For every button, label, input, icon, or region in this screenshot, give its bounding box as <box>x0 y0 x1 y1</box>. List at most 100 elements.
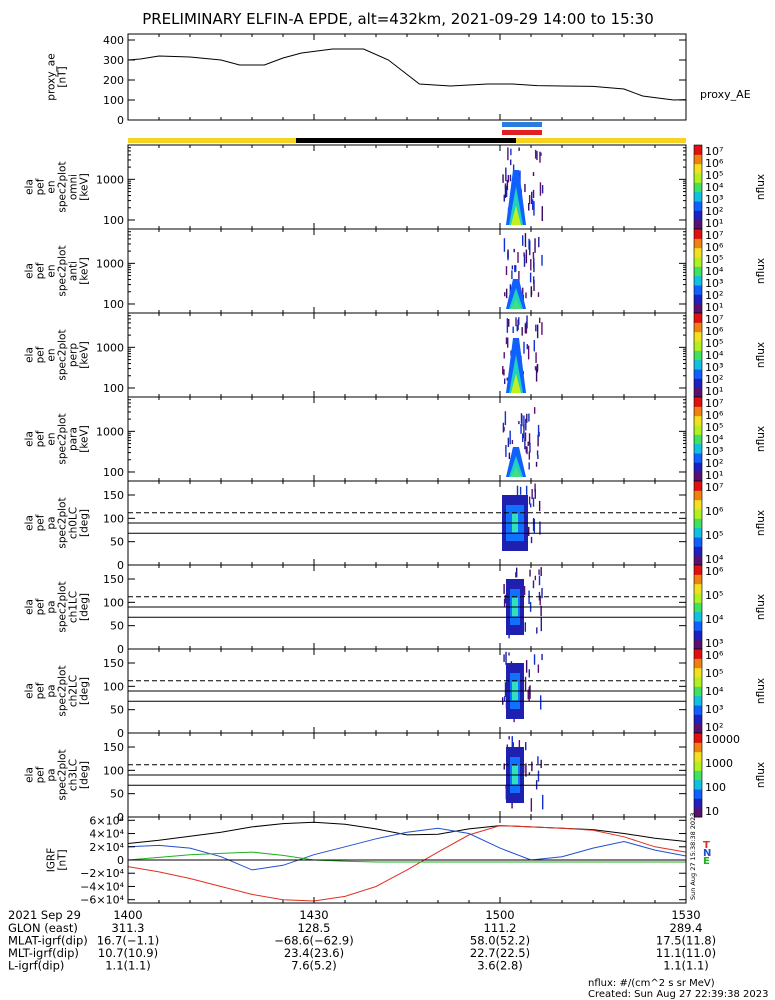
ylabel-4-4: para <box>68 427 80 451</box>
colorbar-seg-8-4 <box>694 770 702 781</box>
colorbar-seg-2-6 <box>694 247 702 258</box>
spec-streak-2-0 <box>513 248 515 253</box>
colorbar-seg-4-2 <box>694 453 702 463</box>
colorbar-seg-4-7 <box>694 406 702 417</box>
spec-streak-6-9 <box>532 580 535 589</box>
colorbar-seg-7-1 <box>694 714 702 725</box>
spec-streak-3-23 <box>535 352 537 363</box>
ylabel-5-0: ela <box>24 515 36 531</box>
colorbar-seg-4-4 <box>694 434 702 445</box>
ylabel-9-1: [nT] <box>57 849 69 870</box>
ylabel-2-1: pef <box>35 262 47 279</box>
ytick-label-4-1: 1000 <box>96 425 124 438</box>
spec-streak-4-32 <box>526 413 528 423</box>
colorbar-seg-1-6 <box>694 163 702 174</box>
spec-streak-2-21 <box>509 284 512 294</box>
spec-streak-4-24 <box>537 434 539 447</box>
colorbar-seg-1-7 <box>694 154 702 165</box>
spec-streak-4-29 <box>502 422 505 433</box>
spec-streak-3-11 <box>515 317 517 327</box>
ylabel-5-5: [deg] <box>79 509 91 537</box>
ylabel-7-1: pef <box>35 682 47 699</box>
spec-streak-3-0 <box>524 323 527 334</box>
spec-streak-2-31 <box>522 287 524 298</box>
ytick-label-4-0: 100 <box>103 466 124 479</box>
colorbar-seg-5-6 <box>694 499 702 510</box>
ylabel-5-4: ch0LC <box>68 507 80 539</box>
spec-streak-4-3 <box>533 407 536 414</box>
colorbar-seg-1-5 <box>694 173 702 183</box>
bar-day-2 <box>516 138 686 143</box>
colorbar-tick-7-0: 10² <box>705 721 723 734</box>
spec-streak-3-35 <box>502 366 504 375</box>
spec-streak-1-39 <box>504 183 507 189</box>
spec-streak-1-6 <box>534 149 537 159</box>
colorbar-seg-4-8 <box>694 397 702 407</box>
colorbar-tick-4-4: 10⁵ <box>705 421 723 434</box>
igrf-side-note: Sun Aug 27 15:38:38 2023 <box>689 813 697 900</box>
legend-igrf-1: N <box>703 848 711 859</box>
orbit-value-3-1: 7.6(5.2) <box>291 959 337 973</box>
spec-streak-6-11 <box>503 598 506 608</box>
colorbar-tick-4-5: 10⁶ <box>705 409 724 422</box>
spec-streak-2-7 <box>530 259 532 271</box>
spec-streak-7-18 <box>533 654 536 665</box>
ylabel-2-2: en <box>46 264 58 277</box>
colorbar-seg-6-0 <box>694 639 702 650</box>
colorbar-tick-1-2: 10³ <box>705 193 723 206</box>
colorbar-label-4: nflux <box>755 426 767 452</box>
spec-streak-2-16 <box>533 279 535 291</box>
spec-streak-2-11 <box>505 266 508 276</box>
spec-streak-5-24 <box>538 500 541 512</box>
spec-streak-1-2 <box>540 152 542 156</box>
colorbar-seg-8-7 <box>694 742 702 753</box>
colorbar-tick-2-0: 10¹ <box>705 301 723 314</box>
spec-streak-2-25 <box>529 240 531 256</box>
ytick-label-1-0: 100 <box>103 214 124 227</box>
ytick-label-5-1: 50 <box>110 536 124 549</box>
series-line-9-3 <box>127 851 686 863</box>
ytick-label-6-2: 100 <box>103 596 124 609</box>
ylabel-1-5: [keV] <box>79 173 91 201</box>
spec-streak-1-19 <box>539 182 542 196</box>
bar-night <box>296 138 516 143</box>
spec-streak-1-15 <box>507 174 510 183</box>
time-tick-2: 1500 <box>485 908 514 922</box>
colorbar-seg-2-1 <box>694 294 702 305</box>
panel-pa_ch3: 0 50 100 150 10 100 1000 10000 nflux ela pef pa spec… <box>24 732 767 824</box>
colorbar-tick-5-0: 10⁴ <box>705 553 724 566</box>
colorbar-seg-7-7 <box>694 658 702 669</box>
ylabel-7-5: [deg] <box>79 677 91 705</box>
spec-streak-2-38 <box>532 276 535 284</box>
spec-streak-3-14 <box>526 344 528 350</box>
ytick-label-6-0: 0 <box>117 643 124 656</box>
ylabel-1-3: spec2plot <box>57 161 69 212</box>
ylabel-7-4: ch2LC <box>68 675 80 707</box>
spec-streak-3-27 <box>503 352 505 359</box>
colorbar-seg-3-3 <box>694 359 702 370</box>
colorbar-seg-3-4 <box>694 350 702 361</box>
ytick-label-9-6: −6×10⁴ <box>80 894 124 907</box>
spec-streak-6-10 <box>528 590 530 605</box>
spec-streak-3-22 <box>534 366 537 370</box>
spec-streak-3-10 <box>533 340 536 352</box>
colorbar-seg-6-5 <box>694 593 702 603</box>
panel-pa_ch2: 0 50 100 150 10² 10³ 10⁴ 10⁵ 10⁶ nflux ela pef pa spe… <box>24 648 767 740</box>
spec-streak-2-20 <box>525 249 528 264</box>
colorbar-tick-4-3: 10⁴ <box>705 433 724 446</box>
ytick-label-9-0: 6×10⁴ <box>89 814 124 827</box>
spec-streak-3-3 <box>538 317 541 324</box>
spec-streak-4-33 <box>529 442 531 453</box>
colorbar-seg-8-2 <box>694 789 702 799</box>
ytick-label-0-0: 0 <box>117 114 124 127</box>
colorbar-tick-1-3: 10⁴ <box>705 181 724 194</box>
spec-streak-1-28 <box>541 206 543 221</box>
time-row-label: 2021 Sep 29 <box>8 908 81 922</box>
colorbar-tick-5-2: 10⁶ <box>705 505 724 518</box>
spec-streak-5-23 <box>531 488 533 500</box>
ytick-label-7-0: 0 <box>117 727 124 740</box>
orbit-row-label-1: MLAT-igrf(dip) <box>8 934 88 948</box>
colorbar-seg-3-2 <box>694 369 702 379</box>
ylabel-0-0: proxy_ae <box>46 53 58 100</box>
